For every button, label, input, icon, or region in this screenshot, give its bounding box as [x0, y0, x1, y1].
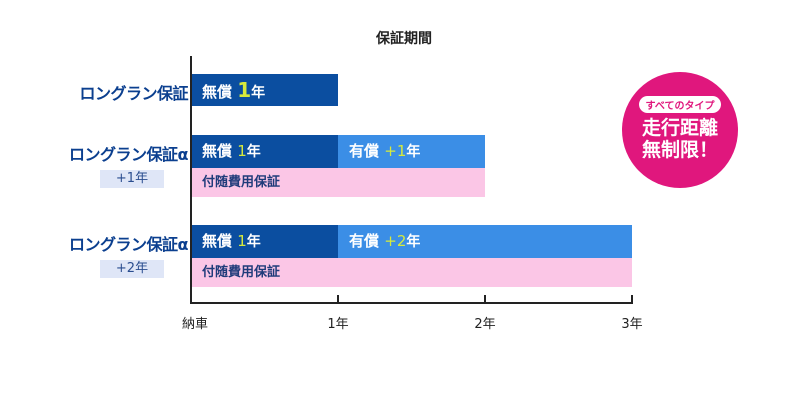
- segment-unit: 年: [246, 144, 261, 160]
- x-tick: [631, 295, 633, 303]
- chart-title: 保証期間: [376, 31, 432, 47]
- row-label: ロングラン保証α: [69, 145, 189, 164]
- x-tick-label: 3年: [621, 317, 643, 332]
- row-label: ロングラン保証α: [69, 235, 189, 254]
- x-axis-line: [190, 302, 633, 304]
- segment-value: 1: [237, 232, 247, 250]
- extension-tag: +2年: [100, 260, 164, 278]
- paid-period-bar: 有償 +1年: [338, 135, 485, 168]
- ancillary-cost-bar: 付随費用保証: [191, 168, 485, 197]
- segment-value: 1: [237, 78, 252, 102]
- x-tick-label: 2年: [474, 317, 496, 332]
- free-period-bar: 無償 1年: [191, 74, 338, 106]
- badge-line1: 走行距離: [641, 117, 718, 139]
- segment-unit: 年: [251, 85, 266, 101]
- free-period-bar: 無償 1年: [191, 225, 338, 258]
- badge-pill: すべてのタイプ: [638, 96, 722, 113]
- segment-value: +1: [384, 142, 407, 160]
- segment-text: 無償: [202, 142, 233, 160]
- segment-value: 1: [237, 142, 247, 160]
- segment-text: 無償: [202, 83, 233, 101]
- segment-unit: 年: [406, 234, 421, 250]
- x-tick: [484, 295, 486, 303]
- segment-unit: 年: [246, 234, 261, 250]
- segment-value: +2: [384, 232, 407, 250]
- segment-unit: 年: [406, 144, 421, 160]
- extension-tag: +1年: [100, 170, 164, 188]
- y-axis-line: [190, 56, 192, 304]
- badge-line2: 無制限！: [641, 139, 718, 161]
- ancillary-cost-bar: 付随費用保証: [191, 258, 632, 287]
- x-tick-label: 納車: [181, 317, 209, 332]
- segment-text: 無償: [202, 232, 233, 250]
- row-label: ロングラン保証: [79, 84, 188, 103]
- free-period-bar: 無償 1年: [191, 135, 338, 168]
- unlimited-mileage-badge: すべてのタイプ 走行距離 無制限！: [622, 72, 738, 188]
- x-tick-label: 1年: [327, 317, 349, 332]
- x-tick: [337, 295, 339, 303]
- segment-text: 有償: [349, 232, 380, 250]
- paid-period-bar: 有償 +2年: [338, 225, 632, 258]
- segment-text: 有償: [349, 142, 380, 160]
